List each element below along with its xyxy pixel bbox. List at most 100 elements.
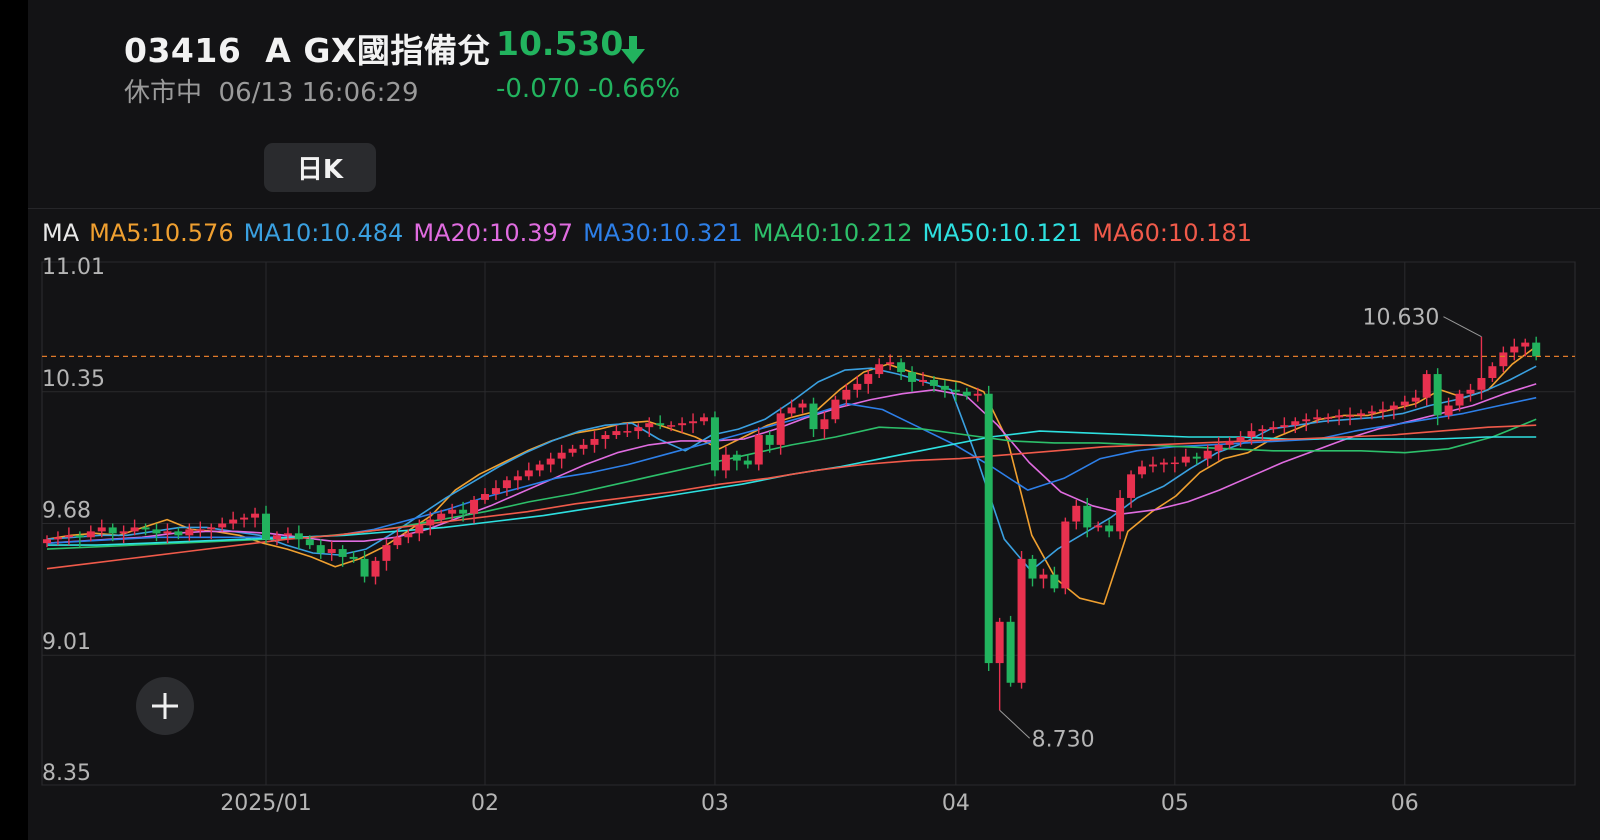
y-tick-label: 10.35 <box>42 367 105 392</box>
candle-body <box>360 558 369 577</box>
candle-body <box>864 374 873 384</box>
ma-line-ma60 <box>46 424 1537 570</box>
candle-body <box>437 513 446 520</box>
candle-body <box>1072 505 1081 522</box>
candle-body <box>196 529 205 531</box>
candle-body <box>163 531 172 534</box>
candle-body <box>1411 397 1420 402</box>
candle-body <box>995 621 1004 664</box>
y-tick-label: 9.01 <box>42 630 91 655</box>
candle-body <box>776 413 785 445</box>
candle-body <box>962 391 971 396</box>
candle-body <box>645 423 654 428</box>
candle-body <box>667 425 676 427</box>
candle-body <box>853 383 862 390</box>
candle-body <box>623 431 632 433</box>
plus-icon <box>152 693 178 719</box>
candle-body <box>1017 558 1026 683</box>
candle-body <box>1455 393 1464 406</box>
ma-legend-ma40: MA40:10.212 <box>752 219 913 247</box>
candle-body <box>470 499 479 514</box>
candle-body <box>951 389 960 392</box>
candle-body <box>415 525 424 534</box>
stock-symbol-name: 03416 A GX國指備兌 <box>124 31 491 70</box>
candle-body <box>1094 525 1103 528</box>
candle-body <box>1083 505 1092 528</box>
candle-body <box>1192 456 1201 459</box>
candle-body <box>1433 374 1442 416</box>
candle-body <box>787 407 796 414</box>
ma-legend-title: MA <box>42 219 80 247</box>
candle-body <box>1159 462 1168 465</box>
market-status: 休市中 06/13 16:06:29 <box>124 78 419 108</box>
screen-edge <box>0 0 28 840</box>
candle-body <box>130 527 139 532</box>
ma-line-ma30 <box>46 396 1537 544</box>
candle-body <box>1050 574 1059 589</box>
candle-body <box>940 385 949 390</box>
candle-body <box>338 549 347 557</box>
candle-body <box>765 435 774 445</box>
annotation-label: 10.630 <box>1362 306 1439 331</box>
ma-legend-ma20: MA20:10.397 <box>413 219 574 247</box>
candle-body <box>481 494 489 500</box>
candle-body <box>984 393 993 664</box>
candle-body <box>535 464 544 471</box>
candle-body <box>1127 474 1136 498</box>
tab-daily-kline[interactable]: 日K <box>264 143 376 192</box>
candle-body <box>371 560 380 577</box>
candle-body <box>393 537 402 546</box>
candle-body <box>1499 352 1508 367</box>
x-tick-label: 02 <box>471 791 499 816</box>
candle-body <box>1521 342 1530 347</box>
ma-legend-ma60: MA60:10.181 <box>1092 219 1252 247</box>
candle-body <box>251 513 260 518</box>
candle-body <box>272 535 281 540</box>
candle-body <box>1116 497 1125 532</box>
candle-body <box>1346 415 1355 417</box>
y-tick-label: 9.68 <box>42 499 91 524</box>
candle-body <box>1422 374 1431 398</box>
ma-legend[interactable]: MA MA5:10.576 MA10:10.484 MA20:10.397 MA… <box>42 219 1252 247</box>
candle-body <box>1357 413 1365 416</box>
x-tick-label: 2025/01 <box>220 791 311 816</box>
candle-body <box>1466 389 1475 394</box>
candle-body <box>1532 342 1541 357</box>
annotation-leader <box>999 709 1030 739</box>
x-tick-label: 06 <box>1391 791 1419 816</box>
candle-body <box>448 509 457 514</box>
candle-body <box>305 539 314 546</box>
ma-line-ma50 <box>47 430 1537 546</box>
y-tick-label: 11.01 <box>42 255 105 280</box>
candle-body <box>207 527 216 530</box>
candle-body <box>1378 409 1387 412</box>
candle-body <box>1214 444 1223 451</box>
candle-body <box>1247 431 1256 437</box>
candle-body <box>240 517 249 520</box>
candle-body <box>1280 425 1289 428</box>
candle-body <box>831 399 840 420</box>
candle-body <box>283 533 292 536</box>
candle-body <box>612 431 621 436</box>
candle-body <box>1510 346 1519 353</box>
candle-body <box>459 509 468 514</box>
candle-body <box>842 389 851 400</box>
candle-body <box>656 423 665 426</box>
candle-body <box>1039 574 1048 579</box>
add-button[interactable] <box>136 677 194 735</box>
candle-body <box>568 448 577 453</box>
candle-body <box>404 533 413 538</box>
candle-body <box>119 531 128 534</box>
candle-body <box>513 476 522 481</box>
candle-body <box>1324 417 1333 419</box>
x-tick-label: 05 <box>1161 791 1189 816</box>
y-tick-label: 8.35 <box>42 761 91 786</box>
candle-body <box>1444 405 1453 416</box>
candle-body <box>349 556 358 559</box>
ma-legend-ma50: MA50:10.121 <box>922 219 1083 247</box>
x-tick-label: 04 <box>942 791 970 816</box>
candle-body <box>1313 417 1322 420</box>
candle-body <box>721 454 730 471</box>
candle-body <box>141 527 150 530</box>
